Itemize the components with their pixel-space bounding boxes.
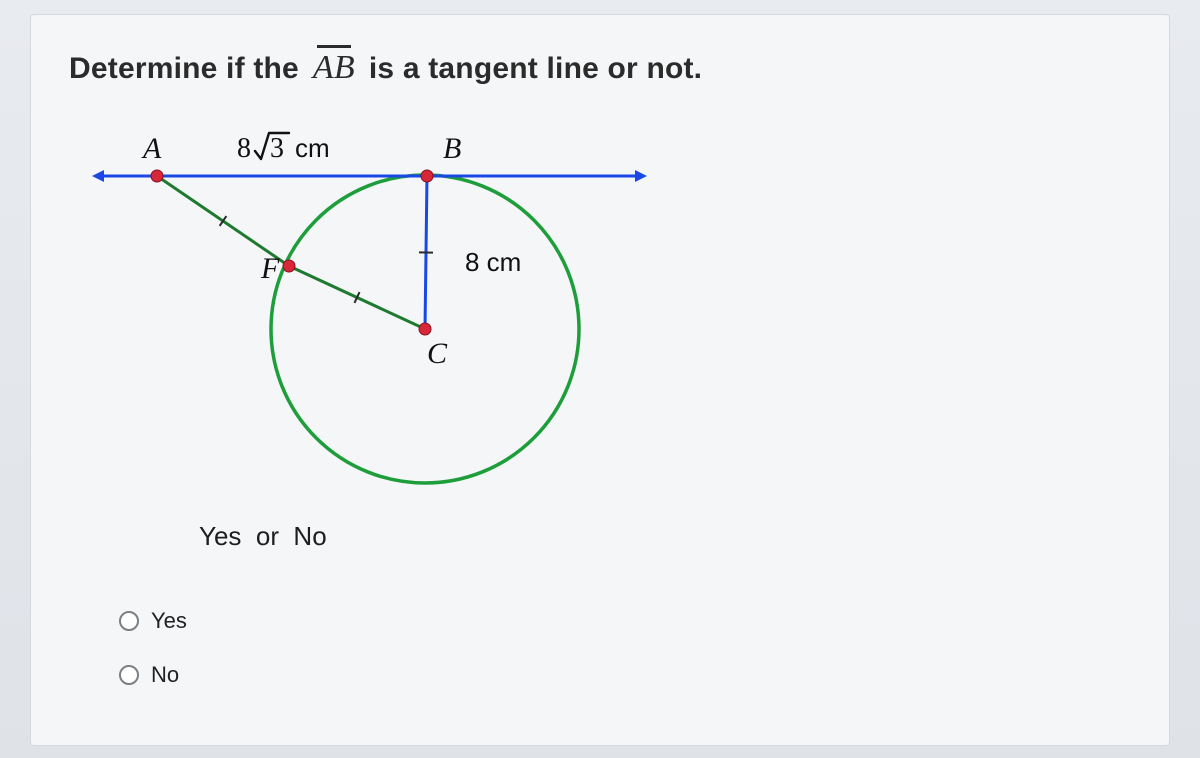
svg-text:3: 3 [270,133,284,164]
page-outer: Determine if the AB is a tangent line or… [0,0,1200,758]
geometry-figure: A B F C 83 cm 8 cm [87,121,727,501]
svg-text:8 cm: 8 cm [465,247,521,277]
segment-AB-notation: AB [309,49,359,87]
question-part1: Determine if the [69,52,299,86]
answer-options: Yes No [119,608,1131,688]
question-text: Determine if the AB is a tangent line or… [69,49,1131,87]
question-panel: Determine if the AB is a tangent line or… [30,14,1170,746]
option-label: No [151,662,179,688]
svg-text:A: A [141,132,162,165]
svg-text:cm: cm [295,133,330,163]
svg-text:8: 8 [237,133,251,164]
option-no[interactable]: No [119,662,179,688]
svg-text:C: C [427,337,448,370]
radio-icon [119,665,139,685]
svg-text:B: B [443,132,461,165]
question-part2: is a tangent line or not. [369,52,702,86]
svg-text:F: F [260,252,280,285]
radio-icon [119,611,139,631]
overline-bar [317,45,351,48]
sub-question: Yes or No [199,521,1131,552]
figure-area: A B F C 83 cm 8 cm [87,121,1131,501]
option-label: Yes [151,608,187,634]
segment-label: AB [313,49,355,86]
option-yes[interactable]: Yes [119,608,187,634]
